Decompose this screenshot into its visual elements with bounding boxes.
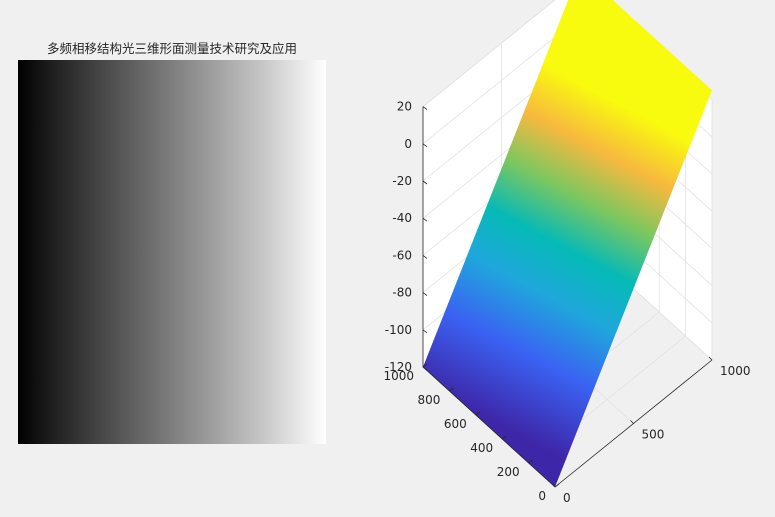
x-tick [630,420,634,424]
y-tick [475,411,481,416]
gray-phase-image [18,60,326,444]
y-tick-label: 400 [470,441,493,455]
surface-patch [423,0,712,487]
z-tick-label: -40 [392,211,412,225]
z-tick-label: -80 [392,286,412,300]
y-tick [449,387,454,392]
z-tick-label: -100 [385,323,412,337]
y-tick [528,459,533,464]
y-tick-label: 600 [444,417,467,431]
z-tick [422,143,428,148]
z-tick-label: -60 [392,248,412,262]
x-tick [708,356,713,361]
z-tick-label: -120 [385,360,412,374]
x-tick-label: 500 [642,428,665,442]
y-axis-line [422,366,556,488]
x-tick-label: 1000 [720,364,751,378]
chart-title: 多频相移结构光三维形面测量技术研究及应用 [46,41,297,56]
z-tick [422,329,428,334]
y-tick-label: 1000 [383,369,414,383]
z-tick [422,366,428,371]
z-tick [422,292,428,296]
z-tick [422,217,428,222]
y-tick [422,363,428,368]
z-tick [422,180,428,185]
y-tick-label: 800 [417,393,440,407]
z-tick-label: 20 [397,100,412,114]
y-tick-label: 0 [538,489,546,503]
x-tick [551,483,556,488]
y-tick [554,483,560,488]
x-tick-label: 0 [563,491,571,505]
z-tick [422,255,428,259]
y-tick-label: 200 [497,465,520,479]
z-tick-label: 0 [404,137,412,151]
y-tick [501,435,507,440]
axes-edge [422,0,556,107]
z-tick-label: -20 [392,174,412,188]
z-tick [422,106,428,110]
